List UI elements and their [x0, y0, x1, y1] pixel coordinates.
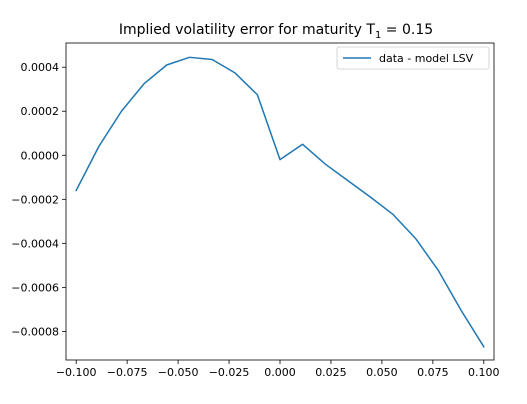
chart-title-subscript: 1: [375, 30, 381, 41]
y-tick-label: 0.0004: [21, 61, 60, 74]
axes-layer: [65, 42, 495, 361]
x-tick-label: 0.100: [468, 366, 500, 379]
chart-title: Implied volatility error for maturity T1…: [119, 22, 433, 41]
y-axis: −0.0008 −0.0006 −0.0004 −0.0002 0.0000 0.0002…: [11, 61, 66, 338]
series-layer: [75, 56, 485, 348]
y-tick-label: −0.0004: [11, 237, 59, 250]
legend: data - model LSV: [336, 46, 490, 70]
x-tick-label: 0.075: [417, 366, 449, 379]
x-tick-label: −0.075: [107, 366, 148, 379]
x-tick-label: −0.025: [209, 366, 250, 379]
chart-title-suffix: = 0.15: [381, 22, 433, 38]
series-line-0: [75, 56, 485, 348]
y-tick-label: 0.0002: [21, 105, 60, 118]
y-tick-label: −0.0006: [11, 281, 59, 294]
x-tick-label: 0.025: [315, 366, 347, 379]
y-tick-label: −0.0008: [11, 325, 59, 338]
x-axis: −0.100 −0.075 −0.050 −0.025 0.000 0.025 0.050 0…: [56, 360, 500, 379]
x-tick-label: 0.000: [264, 366, 296, 379]
plot-frame: [65, 42, 495, 361]
x-tick-label: −0.050: [158, 366, 199, 379]
y-tick-label: 0.0000: [21, 149, 60, 162]
x-tick-label: 0.050: [366, 366, 398, 379]
y-tick-label: −0.0002: [11, 193, 59, 206]
legend-box: [336, 46, 490, 70]
legend-label: data - model LSV: [379, 52, 474, 65]
x-tick-label: −0.100: [56, 366, 97, 379]
